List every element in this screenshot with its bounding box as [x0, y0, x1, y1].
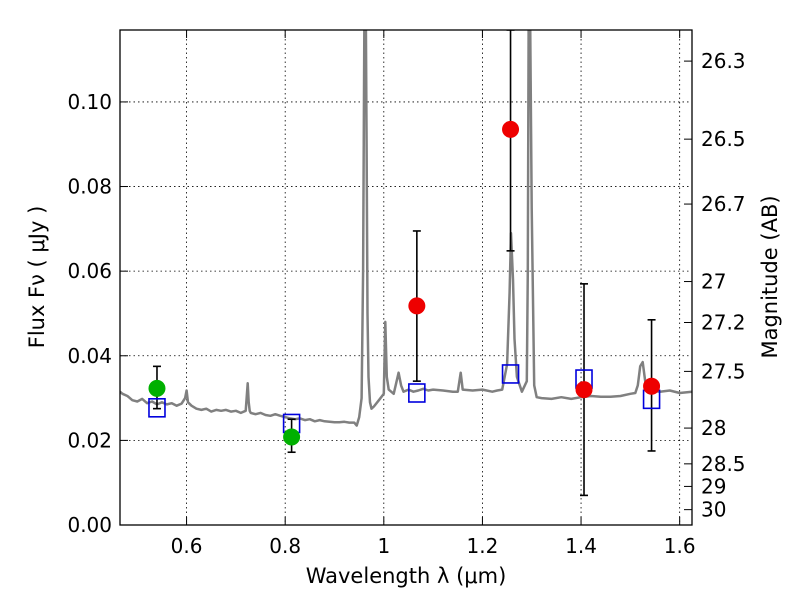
y2-tick-label: 27.5 — [701, 359, 746, 383]
spectrum-line — [120, 30, 692, 427]
y2-tick-label: 30 — [701, 498, 726, 522]
x-tick-label: 0.8 — [269, 534, 301, 558]
observed-point — [283, 428, 301, 446]
y2-tick-label: 26.3 — [701, 49, 746, 73]
plot-frame — [119, 29, 693, 526]
grid-lines — [120, 30, 692, 525]
y2-axis-label: Magnitude (AB) — [758, 195, 782, 358]
observed-points — [148, 120, 661, 446]
y-tick-label: 0.06 — [67, 259, 112, 283]
model-photometry-square — [148, 398, 166, 418]
y2-tick-label: 29 — [701, 474, 726, 498]
x-tick-label: 1.2 — [467, 534, 499, 558]
x-tick-label: 0.6 — [171, 534, 203, 558]
y2-tick-label: 27.2 — [701, 311, 746, 335]
observed-point — [408, 297, 426, 315]
model-photometry-square — [501, 364, 520, 384]
observed-point — [148, 379, 166, 397]
y-tick-label: 0.00 — [67, 513, 112, 537]
y2-tick-label: 28 — [701, 416, 726, 440]
model-photometry-square — [408, 383, 426, 403]
y-tick-label: 0.04 — [67, 344, 112, 368]
y2-tick-label: 27 — [701, 270, 726, 294]
observed-point — [575, 381, 593, 399]
y-axis-label: Flux Fν ( μJy ) — [25, 206, 49, 349]
y2-tick-label: 26.7 — [701, 192, 746, 216]
model-spectrum — [120, 30, 692, 427]
x-axis-label: Wavelength λ (μm) — [306, 564, 507, 588]
plot-background — [120, 30, 692, 525]
y-tick-label: 0.10 — [67, 90, 112, 114]
x-tick-label: 1.6 — [664, 534, 696, 558]
y2-tick-label: 26.5 — [701, 127, 746, 151]
y-axis-ticks: 0.00 0.02 0.04 0.06 0.08 0.10 — [67, 90, 128, 537]
x-tick-label: 1 — [377, 534, 390, 558]
observed-point — [502, 120, 520, 138]
x-tick-label: 1.4 — [565, 534, 597, 558]
observed-point — [643, 377, 661, 395]
x-axis-ticks: 0.6 0.8 1 1.2 1.4 1.6 — [171, 30, 696, 558]
y-tick-label: 0.08 — [67, 175, 112, 199]
y2-tick-label: 28.5 — [701, 452, 746, 476]
y-tick-label: 0.02 — [67, 428, 112, 452]
